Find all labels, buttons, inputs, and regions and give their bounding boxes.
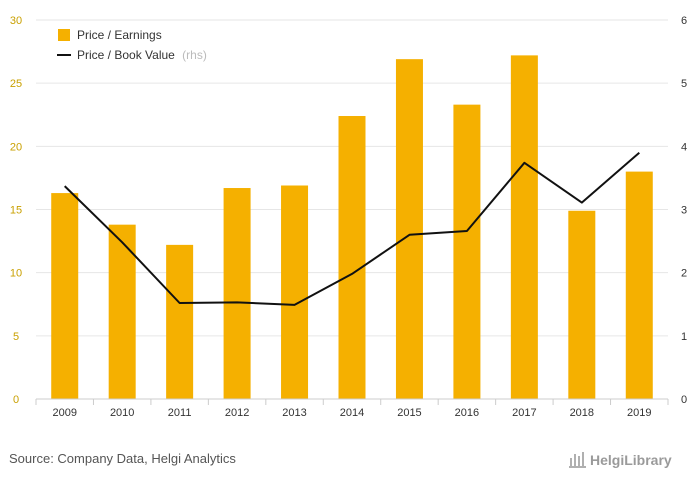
y-right-tick-label: 6 <box>681 15 687 27</box>
legend-label-pbv-name: Price / Book Value <box>77 48 175 62</box>
bar-2019 <box>625 171 653 399</box>
y-left-tick-label: 20 <box>10 141 22 153</box>
y-left-tick-label: 25 <box>10 78 22 90</box>
bar-2009 <box>51 193 79 399</box>
x-tick-label: 2009 <box>52 407 76 419</box>
bar-2011 <box>166 244 194 399</box>
right-axis: 0 1 2 3 4 5 6 <box>681 15 687 406</box>
x-tick-label: 2019 <box>627 407 651 419</box>
line-series <box>64 151 640 306</box>
legend-label-pbv: Price / Book Value (rhs) <box>77 48 207 62</box>
x-tick-label: 2012 <box>225 407 249 419</box>
x-tick-label: 2017 <box>512 407 536 419</box>
bar-2014 <box>338 116 366 399</box>
x-tick-label: 2018 <box>570 407 594 419</box>
y-left-tick-label: 10 <box>10 268 22 280</box>
x-tick-label: 2013 <box>282 407 306 419</box>
bar-2013 <box>281 185 309 399</box>
brand-logo: HelgiLibrary <box>569 452 672 468</box>
y-left-tick-label: 5 <box>13 331 19 343</box>
y-left-tick-label: 15 <box>10 205 22 217</box>
x-tick-label: 2014 <box>340 407 364 419</box>
x-tick-label: 2015 <box>397 407 421 419</box>
legend-label-pe: Price / Earnings <box>77 28 162 42</box>
left-axis: 0 5 10 15 20 25 30 <box>10 15 22 406</box>
y-right-tick-label: 2 <box>681 268 687 280</box>
y-right-tick-label: 0 <box>681 394 687 406</box>
y-left-tick-label: 0 <box>13 394 19 406</box>
source-note: Source: Company Data, Helgi Analytics <box>9 451 236 466</box>
brand-icon <box>569 452 586 468</box>
bar-series <box>51 55 653 400</box>
bar-2012 <box>223 188 251 399</box>
y-left-tick-label: 30 <box>10 15 22 27</box>
x-tick-label: 2010 <box>110 407 134 419</box>
x-axis: 2009 2010 2011 2012 2013 2014 2015 2016 2017 2018… <box>35 398 669 419</box>
brand-name: HelgiLibrary <box>590 452 672 468</box>
y-right-tick-label: 5 <box>681 78 687 90</box>
legend: Price / Earnings Price / Book Value (rhs… <box>57 28 207 62</box>
y-right-tick-label: 1 <box>681 331 687 343</box>
x-tick-label: 2016 <box>455 407 479 419</box>
bar-2015 <box>395 59 423 400</box>
bar-2017 <box>510 55 538 400</box>
line-pbv <box>64 151 640 306</box>
bar-2018 <box>568 210 596 399</box>
y-right-tick-label: 4 <box>681 141 687 153</box>
bar-2016 <box>453 104 481 399</box>
legend-swatch-bar <box>58 29 70 41</box>
x-tick-label: 2011 <box>168 407 192 419</box>
y-right-tick-label: 3 <box>681 205 687 217</box>
bar-2010 <box>108 224 136 399</box>
legend-label-pbv-suffix: (rhs) <box>182 48 207 62</box>
